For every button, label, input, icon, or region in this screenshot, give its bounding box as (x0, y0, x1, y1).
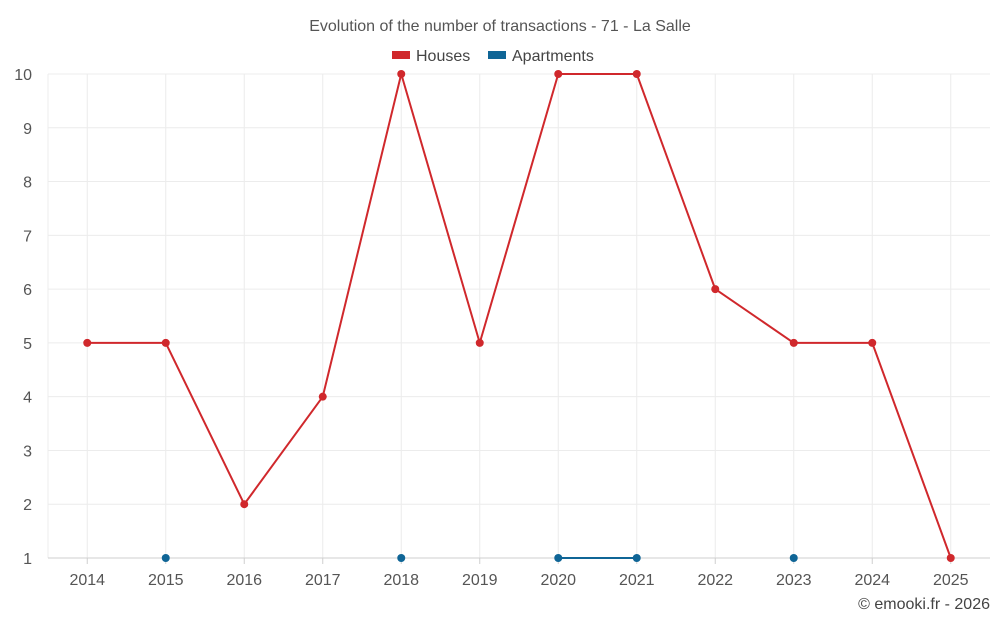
data-point-houses[interactable] (711, 285, 720, 294)
x-tick-label: 2019 (462, 572, 498, 589)
y-tick-label: 4 (23, 390, 32, 407)
y-tick-label: 1 (23, 551, 32, 568)
x-tick-label: 2017 (305, 572, 341, 589)
y-tick-label: 10 (14, 67, 32, 84)
chart-title: Evolution of the number of transactions … (309, 18, 691, 35)
legend: Houses Apartments (392, 48, 594, 65)
x-tick-label: 2016 (226, 572, 262, 589)
y-tick-label: 5 (23, 336, 32, 353)
data-point-houses[interactable] (868, 338, 877, 347)
legend-swatch-houses (392, 51, 410, 59)
data-point-houses[interactable] (161, 338, 170, 347)
y-tick-label: 7 (23, 228, 32, 245)
data-point-houses[interactable] (554, 70, 563, 78)
legend-swatch-apartments (488, 51, 506, 59)
series (83, 70, 955, 562)
series-apartments (161, 554, 798, 562)
x-tick-label: 2018 (383, 572, 419, 589)
x-tick-label: 2022 (697, 572, 733, 589)
x-tick-label: 2014 (69, 572, 105, 589)
data-point-apartments[interactable] (161, 554, 170, 562)
x-tick-label: 2021 (619, 572, 655, 589)
data-point-houses[interactable] (240, 500, 249, 509)
y-tick-label: 2 (23, 497, 32, 514)
legend-item-apartments[interactable]: Apartments (488, 48, 594, 65)
data-point-apartments[interactable] (632, 554, 641, 562)
legend-item-houses[interactable]: Houses (392, 48, 470, 65)
data-point-houses[interactable] (946, 554, 955, 562)
legend-label-apartments: Apartments (512, 48, 594, 65)
x-tick-label: 2025 (933, 572, 969, 589)
data-point-houses[interactable] (475, 338, 484, 347)
data-point-houses[interactable] (397, 70, 406, 78)
data-point-apartments[interactable] (397, 554, 406, 562)
y-tick-label: 3 (23, 443, 32, 460)
axes: 1 2 3 4 5 6 7 8 9 10 2014 2015 2016 2017 2018 2019 2020 2… (14, 67, 990, 589)
y-tick-label: 6 (23, 282, 32, 299)
grid (47, 73, 990, 558)
y-tick-label: 8 (23, 175, 32, 192)
x-tick-label: 2015 (148, 572, 184, 589)
data-point-houses[interactable] (789, 338, 798, 347)
data-point-houses[interactable] (318, 392, 327, 401)
data-point-houses[interactable] (83, 338, 92, 347)
legend-label-houses: Houses (416, 48, 470, 65)
credit-text: © emooki.fr - 2026 (858, 596, 990, 613)
series-houses (83, 70, 955, 562)
data-point-houses[interactable] (632, 70, 641, 78)
data-point-apartments[interactable] (554, 554, 563, 562)
series-line-houses (87, 73, 952, 559)
y-tick-label: 9 (23, 121, 32, 138)
data-point-apartments[interactable] (789, 554, 798, 562)
x-tick-label: 2024 (854, 572, 890, 589)
x-tick-label: 2020 (540, 572, 576, 589)
x-tick-label: 2023 (776, 572, 812, 589)
